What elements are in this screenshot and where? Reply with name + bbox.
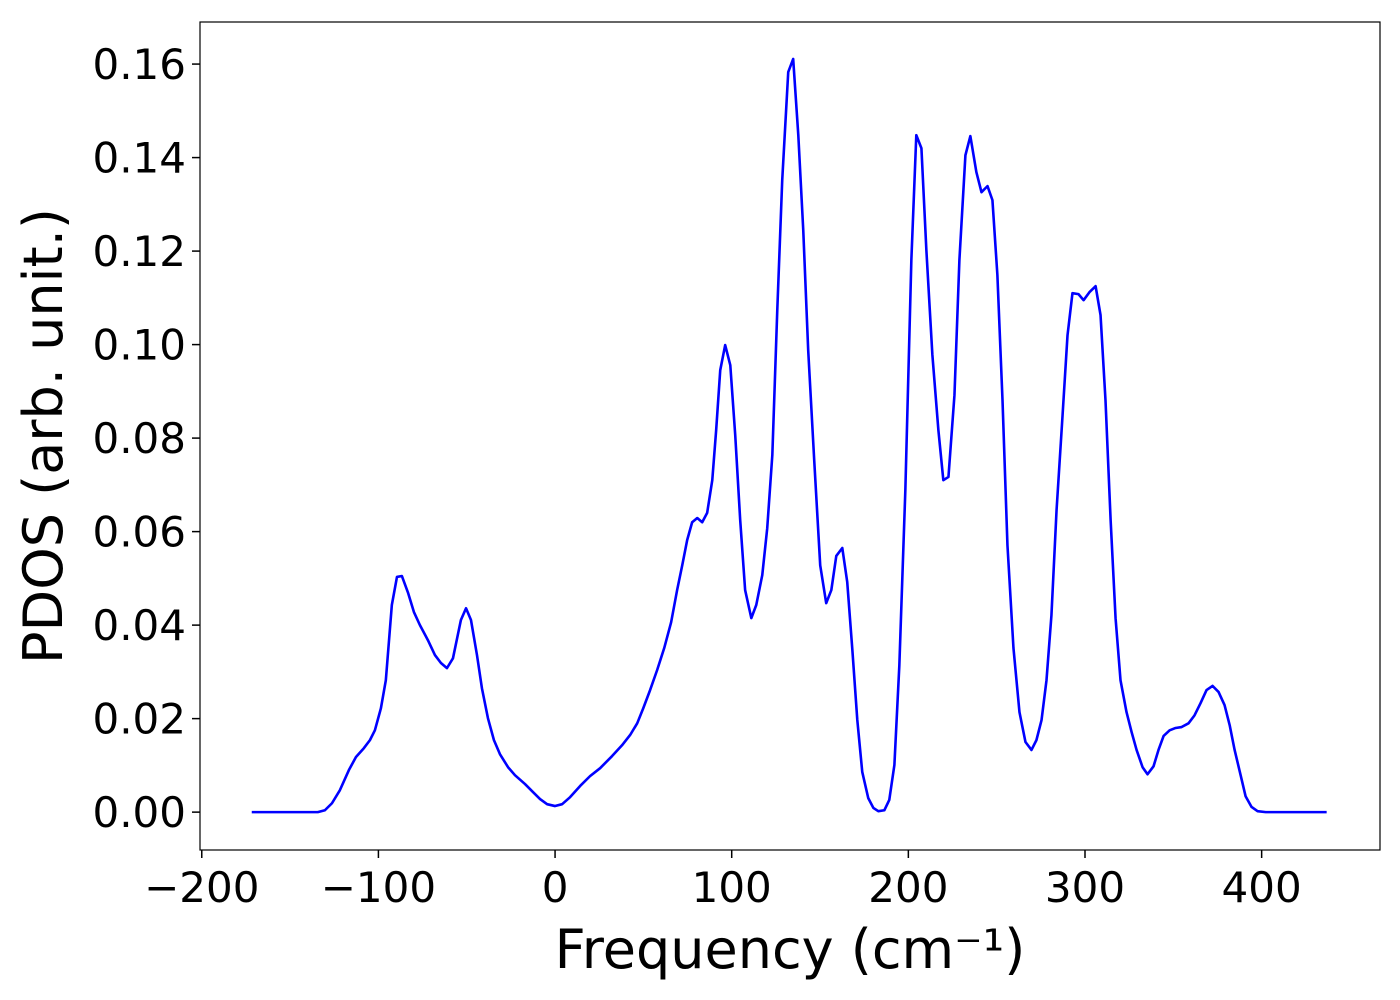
y-tick-label: 0.06 xyxy=(92,508,186,557)
y-tick-label: 0.12 xyxy=(92,227,186,276)
y-tick-label: 0.02 xyxy=(92,695,186,744)
x-axis-label: Frequency (cm⁻¹) xyxy=(555,918,1026,981)
x-tick-label: 100 xyxy=(692,863,772,912)
y-tick-label: 0.16 xyxy=(92,40,186,89)
x-tick-label: 200 xyxy=(868,863,948,912)
y-axis-label: PDOS (arb. unit.) xyxy=(12,208,75,664)
x-tick-label: 400 xyxy=(1222,863,1302,912)
y-tick-label: 0.10 xyxy=(92,321,186,370)
y-tick-label: 0.14 xyxy=(92,134,186,183)
y-tick-label: 0.00 xyxy=(92,788,186,837)
x-tick-label: −100 xyxy=(321,863,436,912)
x-tick-label: 300 xyxy=(1045,863,1125,912)
y-tick-label: 0.08 xyxy=(92,414,186,463)
x-tick-label: 0 xyxy=(542,863,569,912)
plot-frame xyxy=(199,21,1381,851)
x-tick-label: −200 xyxy=(144,863,259,912)
line-series xyxy=(251,57,1327,814)
y-tick-label: 0.04 xyxy=(92,601,186,650)
